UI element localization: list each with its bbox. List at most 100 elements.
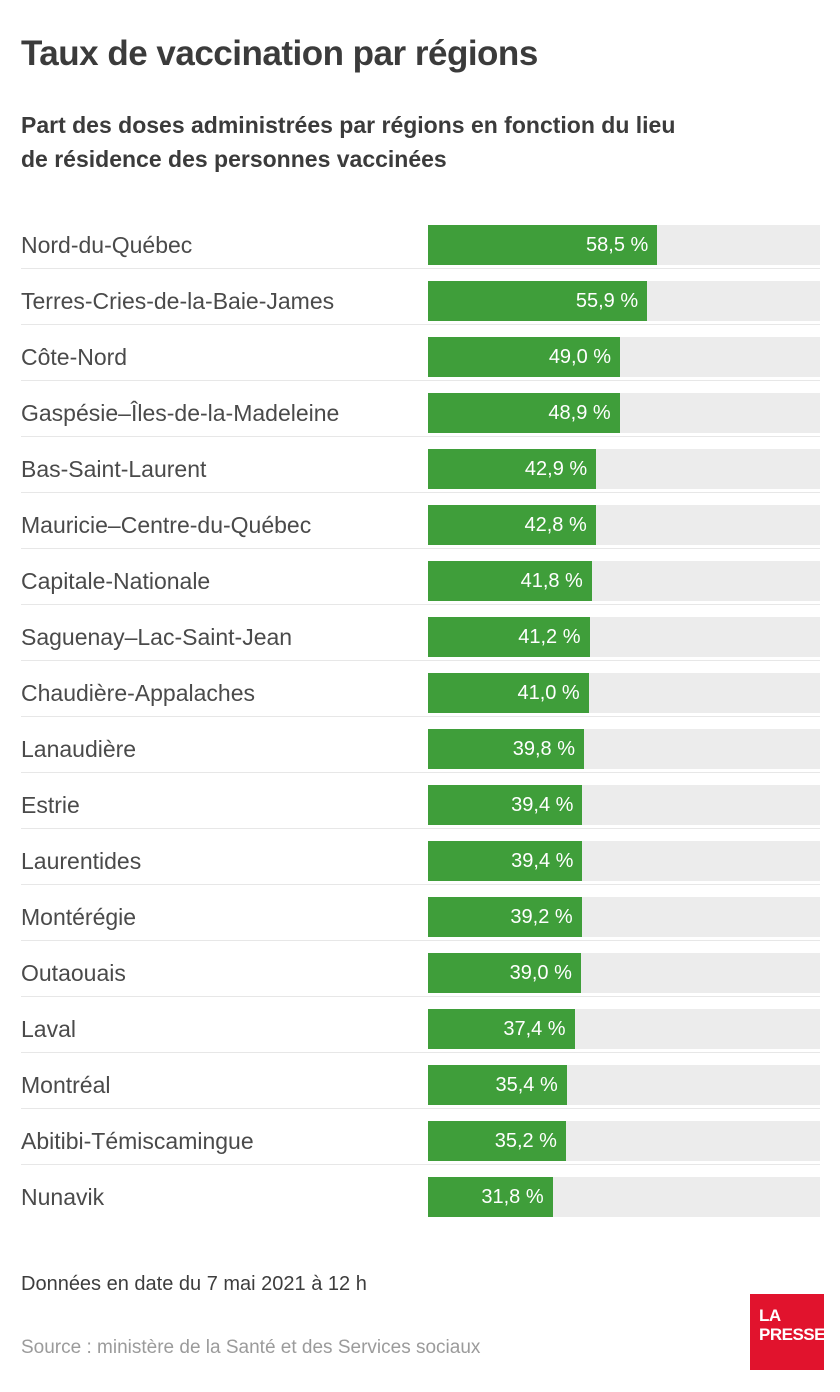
region-label: Côte-Nord: [21, 343, 128, 370]
bar-value-label: 37,4 %: [503, 1018, 566, 1040]
bar-fill: 39,4 %: [428, 841, 583, 881]
region-label: Laurentides: [21, 847, 142, 874]
bar-value-label: 48,9 %: [548, 402, 611, 424]
chart-row: Saguenay–Lac-Saint-Jean 41,2 %: [21, 614, 820, 661]
region-label: Outaouais: [21, 959, 126, 986]
bar-value-label: 39,0 %: [509, 962, 572, 984]
chart-row: Montréal 35,4 %: [21, 1062, 820, 1109]
region-label: Nunavik: [21, 1183, 105, 1210]
bar-fill: 41,8 %: [428, 561, 592, 601]
logo-line2: PRESSE: [759, 1325, 825, 1344]
bar-fill: 39,4 %: [428, 785, 583, 825]
chart-row: Mauricie–Centre-du-Québec 42,8 %: [21, 502, 820, 549]
bar-track: 39,4 %: [428, 841, 820, 881]
chart-row: Capitale-Nationale 41,8 %: [21, 558, 820, 605]
chart-row: Outaouais 39,0 %: [21, 950, 820, 997]
bar-track: 31,8 %: [428, 1177, 820, 1217]
region-label: Bas-Saint-Laurent: [21, 455, 207, 482]
bar-track: 39,4 %: [428, 785, 820, 825]
bar-fill: 42,9 %: [428, 449, 597, 489]
chart-row: Gaspésie–Îles-de-la-Madeleine 48,9 %: [21, 390, 820, 437]
region-label: Montérégie: [21, 903, 137, 930]
region-label: Gaspésie–Îles-de-la-Madeleine: [21, 399, 340, 426]
bar-track: 39,0 %: [428, 953, 820, 993]
bar-track: 42,9 %: [428, 449, 820, 489]
bar-fill: 35,4 %: [428, 1065, 567, 1105]
region-label: Nord-du-Québec: [21, 231, 193, 258]
bar-track: 41,2 %: [428, 617, 820, 657]
bar-value-label: 41,2 %: [518, 626, 581, 648]
bar-fill: 58,5 %: [428, 225, 658, 265]
bar-fill: 37,4 %: [428, 1009, 575, 1049]
bar-chart: Nord-du-Québec 58,5 % Terres-Cries-de-la-B…: [21, 222, 820, 1221]
bar-value-label: 41,0 %: [517, 682, 580, 704]
bar-value-label: 58,5 %: [586, 234, 649, 256]
bar-fill: 39,2 %: [428, 897, 582, 937]
lapresse-logo: LA PRESSE: [750, 1294, 825, 1370]
bar-fill: 49,0 %: [428, 337, 621, 377]
bar-value-label: 39,4 %: [511, 850, 574, 872]
bar-fill: 55,9 %: [428, 281, 648, 321]
chart-row: Abitibi-Témiscamingue 35,2 %: [21, 1118, 820, 1165]
region-label: Capitale-Nationale: [21, 567, 211, 594]
bar-track: 55,9 %: [428, 281, 820, 321]
region-label: Saguenay–Lac-Saint-Jean: [21, 623, 293, 650]
chart-row: Montérégie 39,2 %: [21, 894, 820, 941]
data-date-note: Données en date du 7 mai 2021 à 12 h: [21, 1273, 367, 1295]
bar-track: 42,8 %: [428, 505, 820, 545]
bar-value-label: 31,8 %: [481, 1186, 544, 1208]
bar-track: 35,4 %: [428, 1065, 820, 1105]
chart-row: Bas-Saint-Laurent 42,9 %: [21, 446, 820, 493]
bar-value-label: 42,9 %: [524, 458, 588, 480]
bar-fill: 31,8 %: [428, 1177, 553, 1217]
chart-subtitle: Part des doses administrées par régions …: [21, 108, 820, 176]
bar-value-label: 41,8 %: [520, 570, 583, 592]
chart-row: Côte-Nord 49,0 %: [21, 334, 820, 381]
chart-row: Lanaudière 39,8 %: [21, 726, 820, 773]
region-label: Chaudière-Appalaches: [21, 679, 255, 706]
region-label: Montréal: [21, 1071, 111, 1098]
region-label: Lanaudière: [21, 735, 137, 762]
chart-row: Chaudière-Appalaches 41,0 %: [21, 670, 820, 717]
bar-value-label: 35,2 %: [494, 1130, 557, 1152]
bar-fill: 35,2 %: [428, 1121, 566, 1161]
bar-value-label: 55,9 %: [575, 290, 639, 312]
bar-track: 49,0 %: [428, 337, 820, 377]
infographic-page: Taux de vaccination par régions Part des…: [21, 34, 825, 1370]
bar-value-label: 39,8 %: [512, 738, 576, 760]
chart-row: Nunavik 31,8 %: [21, 1174, 820, 1221]
region-label: Estrie: [21, 791, 80, 818]
region-label: Mauricie–Centre-du-Québec: [21, 511, 312, 538]
region-label: Laval: [21, 1015, 76, 1042]
chart-row: Estrie 39,4 %: [21, 782, 820, 829]
bar-fill: 48,9 %: [428, 393, 620, 433]
bar-value-label: 35,4 %: [495, 1074, 558, 1096]
page-title: Taux de vaccination par régions: [21, 34, 538, 73]
bar-value-label: 39,2 %: [510, 906, 573, 928]
bar-track: 48,9 %: [428, 393, 820, 433]
chart-row: Laurentides 39,4 %: [21, 838, 820, 885]
bar-fill: 41,0 %: [428, 673, 589, 713]
region-label: Abitibi-Témiscamingue: [21, 1127, 254, 1154]
bar-fill: 39,0 %: [428, 953, 581, 993]
bar-fill: 39,8 %: [428, 729, 585, 769]
bar-fill: 41,2 %: [428, 617, 590, 657]
bar-value-label: 49,0 %: [548, 346, 612, 368]
bar-track: 35,2 %: [428, 1121, 820, 1161]
bar-track: 39,2 %: [428, 897, 820, 937]
bar-value-label: 39,4 %: [511, 794, 574, 816]
chart-subtitle-line1: Part des doses administrées par régions …: [21, 112, 676, 138]
bar-value-label: 42,8 %: [524, 514, 587, 536]
chart-row: Nord-du-Québec 58,5 %: [21, 222, 820, 269]
logo-line1: LA: [759, 1306, 781, 1325]
bar-track: 37,4 %: [428, 1009, 820, 1049]
bar-fill: 42,8 %: [428, 505, 596, 545]
bar-track: 41,0 %: [428, 673, 820, 713]
source-note: Source : ministère de la Santé et des Se…: [21, 1337, 481, 1358]
region-label: Terres-Cries-de-la-Baie-James: [21, 287, 335, 314]
chart-row: Terres-Cries-de-la-Baie-James 55,9 %: [21, 278, 820, 325]
bar-track: 41,8 %: [428, 561, 820, 601]
chart-row: Laval 37,4 %: [21, 1006, 820, 1053]
bar-track: 39,8 %: [428, 729, 820, 769]
chart-subtitle-line2: de résidence des personnes vaccinées: [21, 146, 447, 172]
